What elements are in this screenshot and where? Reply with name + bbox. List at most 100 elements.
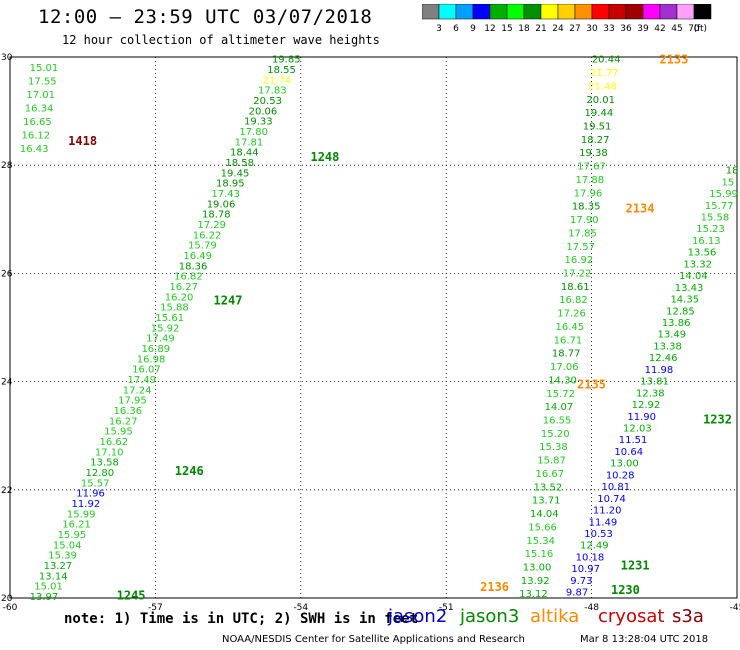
pass-time-annotation: 2133 (659, 53, 688, 67)
wave-height-label: 18.35 (572, 202, 601, 213)
wave-height-label: 11.90 (627, 412, 656, 423)
wave-height-label: 16.82 (559, 295, 588, 306)
wave-height-label: 17.55 (28, 76, 57, 87)
wave-height-label: 15.23 (696, 224, 725, 235)
wave-height-label: 10.97 (571, 564, 600, 575)
wave-height-label: 16.65 (23, 117, 52, 128)
credit-line: NOAA/NESDIS Center for Satellite Applica… (222, 634, 525, 645)
colorbar-label: 45 (671, 24, 682, 34)
wave-height-label: 16.34 (25, 103, 54, 114)
wave-height-label: 13.43 (675, 283, 704, 294)
wave-height-label: 17.06 (550, 362, 579, 373)
wave-height-label: 15.95 (58, 530, 87, 541)
x-tick-label: -45 (730, 603, 740, 613)
wave-height-label: 21.77 (590, 68, 619, 79)
pass-time-annotation: 2134 (626, 201, 655, 215)
wave-height-label: 17.26 (557, 309, 586, 320)
wave-height-label: 13.52 (534, 482, 563, 493)
wave-height-label: 18.36 (179, 261, 208, 272)
wave-height-label: 19.45 (221, 168, 250, 179)
colorbar-label: 24 (552, 24, 564, 34)
y-tick-label: 26 (1, 269, 13, 279)
colorbar-label: 12 (484, 24, 495, 34)
wave-height-label: 16.92 (565, 255, 594, 266)
wave-height-label: 21.48 (588, 81, 617, 92)
wave-height-label: 17.24 (123, 385, 152, 396)
pass-time-annotation: 1418 (68, 134, 97, 148)
wave-height-label: 18.78 (202, 210, 231, 221)
wave-height-label: 15.01 (30, 63, 59, 74)
wave-height-label: 11.96 (76, 489, 105, 500)
wave-height-label: 17.67 (577, 162, 606, 173)
wave-height-label: 12.80 (86, 468, 115, 479)
wave-height-label: 17.81 (235, 137, 264, 148)
wave-height-label: 16.21 (62, 520, 91, 531)
x-tick-label: -57 (148, 603, 163, 613)
wave-height-label: 13.81 (640, 377, 669, 388)
wave-height-label: 17.10 (95, 447, 124, 458)
wave-height-label: 15.77 (705, 201, 734, 212)
wave-height-label: 16.82 (174, 272, 203, 283)
wave-height-label: 15.38 (539, 442, 568, 453)
wave-height-label: 14.35 (670, 295, 699, 306)
wave-height-label: 13.38 (653, 341, 682, 352)
wave-height-label: 17.49 (127, 375, 156, 386)
colorbar-label: 70 (688, 24, 700, 34)
wave-height-label: 15.79 (188, 241, 217, 252)
pass-time-annotation: 1246 (175, 464, 204, 478)
pass-time-annotation: 2136 (480, 580, 509, 594)
wave-height-label: 13.27 (44, 561, 73, 572)
wave-height-label: 17.43 (211, 189, 240, 200)
wave-height-label: 18.55 (267, 65, 296, 76)
colorbar-label: 27 (569, 24, 580, 34)
wave-height-label: 18.44 (230, 148, 259, 159)
generated-timestamp: Mar 8 13:28:04 UTC 2018 (580, 634, 709, 645)
legend-altika: altika (530, 606, 580, 627)
wave-height-label: 15.20 (541, 429, 570, 440)
wave-height-label: 16.55 (543, 415, 572, 426)
y-tick-label: 20 (1, 594, 13, 604)
pass-time-annotation: 1230 (611, 583, 640, 597)
wave-height-label: 11.51 (619, 435, 648, 446)
wave-height-label: 10.18 (576, 552, 605, 563)
legend-jason2: jason2 (388, 606, 448, 627)
wave-height-label: 19.85 (272, 55, 301, 66)
colorbar-label: 3 (436, 24, 442, 34)
wave-height-label: 18.95 (216, 179, 245, 190)
wave-height-label: 15.04 (53, 540, 82, 551)
wave-height-label: 21.74 (263, 75, 292, 86)
x-tick-label: -54 (293, 603, 308, 613)
wave-height-label: 15.01 (34, 582, 63, 593)
wave-height-label: 11.92 (72, 499, 101, 510)
wave-height-label: 17.88 (575, 175, 604, 186)
wave-height-label: 13.00 (523, 562, 552, 573)
wave-height-label: 13.71 (532, 496, 561, 507)
wave-height-label: 14.07 (545, 402, 574, 413)
wave-height-label: 13.49 (658, 330, 687, 341)
wave-height-label: 19.38 (579, 148, 608, 159)
wave-height-label: 17.80 (239, 127, 268, 138)
wave-height-label: 16.62 (100, 437, 129, 448)
wave-height-label: 17.85 (568, 228, 597, 239)
x-tick-label: -60 (3, 603, 18, 613)
colorbar-label: 36 (620, 24, 632, 34)
wave-height-label: 16.43 (20, 144, 49, 155)
wave-height-label: 16.71 (554, 335, 583, 346)
legend-s3a: s3a (672, 606, 704, 627)
wave-height-label: 16.20 (165, 292, 194, 303)
wave-height-label: 9.87 (566, 588, 588, 599)
wave-height-label: 19.51 (583, 122, 612, 133)
wave-height-label: 13.14 (39, 571, 68, 582)
wave-height-label: 17.96 (574, 188, 603, 199)
wave-height-label: 15.72 (546, 389, 575, 400)
wave-height-label: 11.49 (589, 517, 618, 528)
wave-height-label: 10.28 (606, 470, 635, 481)
pass-time-annotation: 1247 (214, 293, 243, 307)
wave-height-label: 15.39 (48, 551, 77, 562)
wave-height-label: 15.57 (81, 478, 110, 489)
wave-height-label: 15.58 (701, 212, 730, 223)
wave-height-label: 18 (726, 166, 739, 177)
wave-height-label: 12.85 (666, 306, 695, 317)
wave-height-label: 14.30 (548, 375, 577, 386)
